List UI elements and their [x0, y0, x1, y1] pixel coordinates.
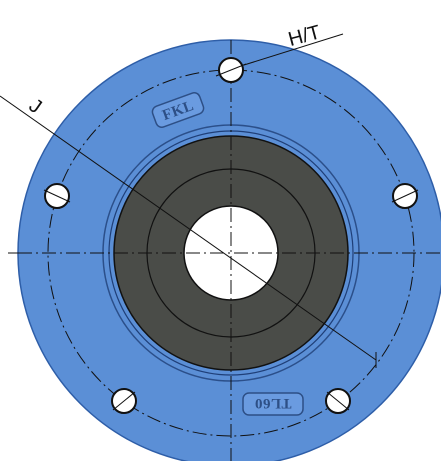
- bolt-hole-top: [215, 57, 247, 83]
- j-dimension: [0, 95, 377, 368]
- ht-dimension-label: H/T: [286, 21, 323, 51]
- bolt-hole-bottom-left: [111, 388, 137, 414]
- ht-dimension: [243, 33, 344, 66]
- bolt-hole-right: [391, 183, 419, 209]
- model-stamp: TL60: [242, 392, 304, 416]
- brand-stamp: FKL: [151, 92, 205, 128]
- bolt-hole-left: [43, 183, 71, 209]
- j-dimension-label: J: [25, 95, 46, 119]
- bolt-hole-bottom-right: [325, 388, 351, 414]
- model-stamp-text: TL60: [254, 395, 291, 411]
